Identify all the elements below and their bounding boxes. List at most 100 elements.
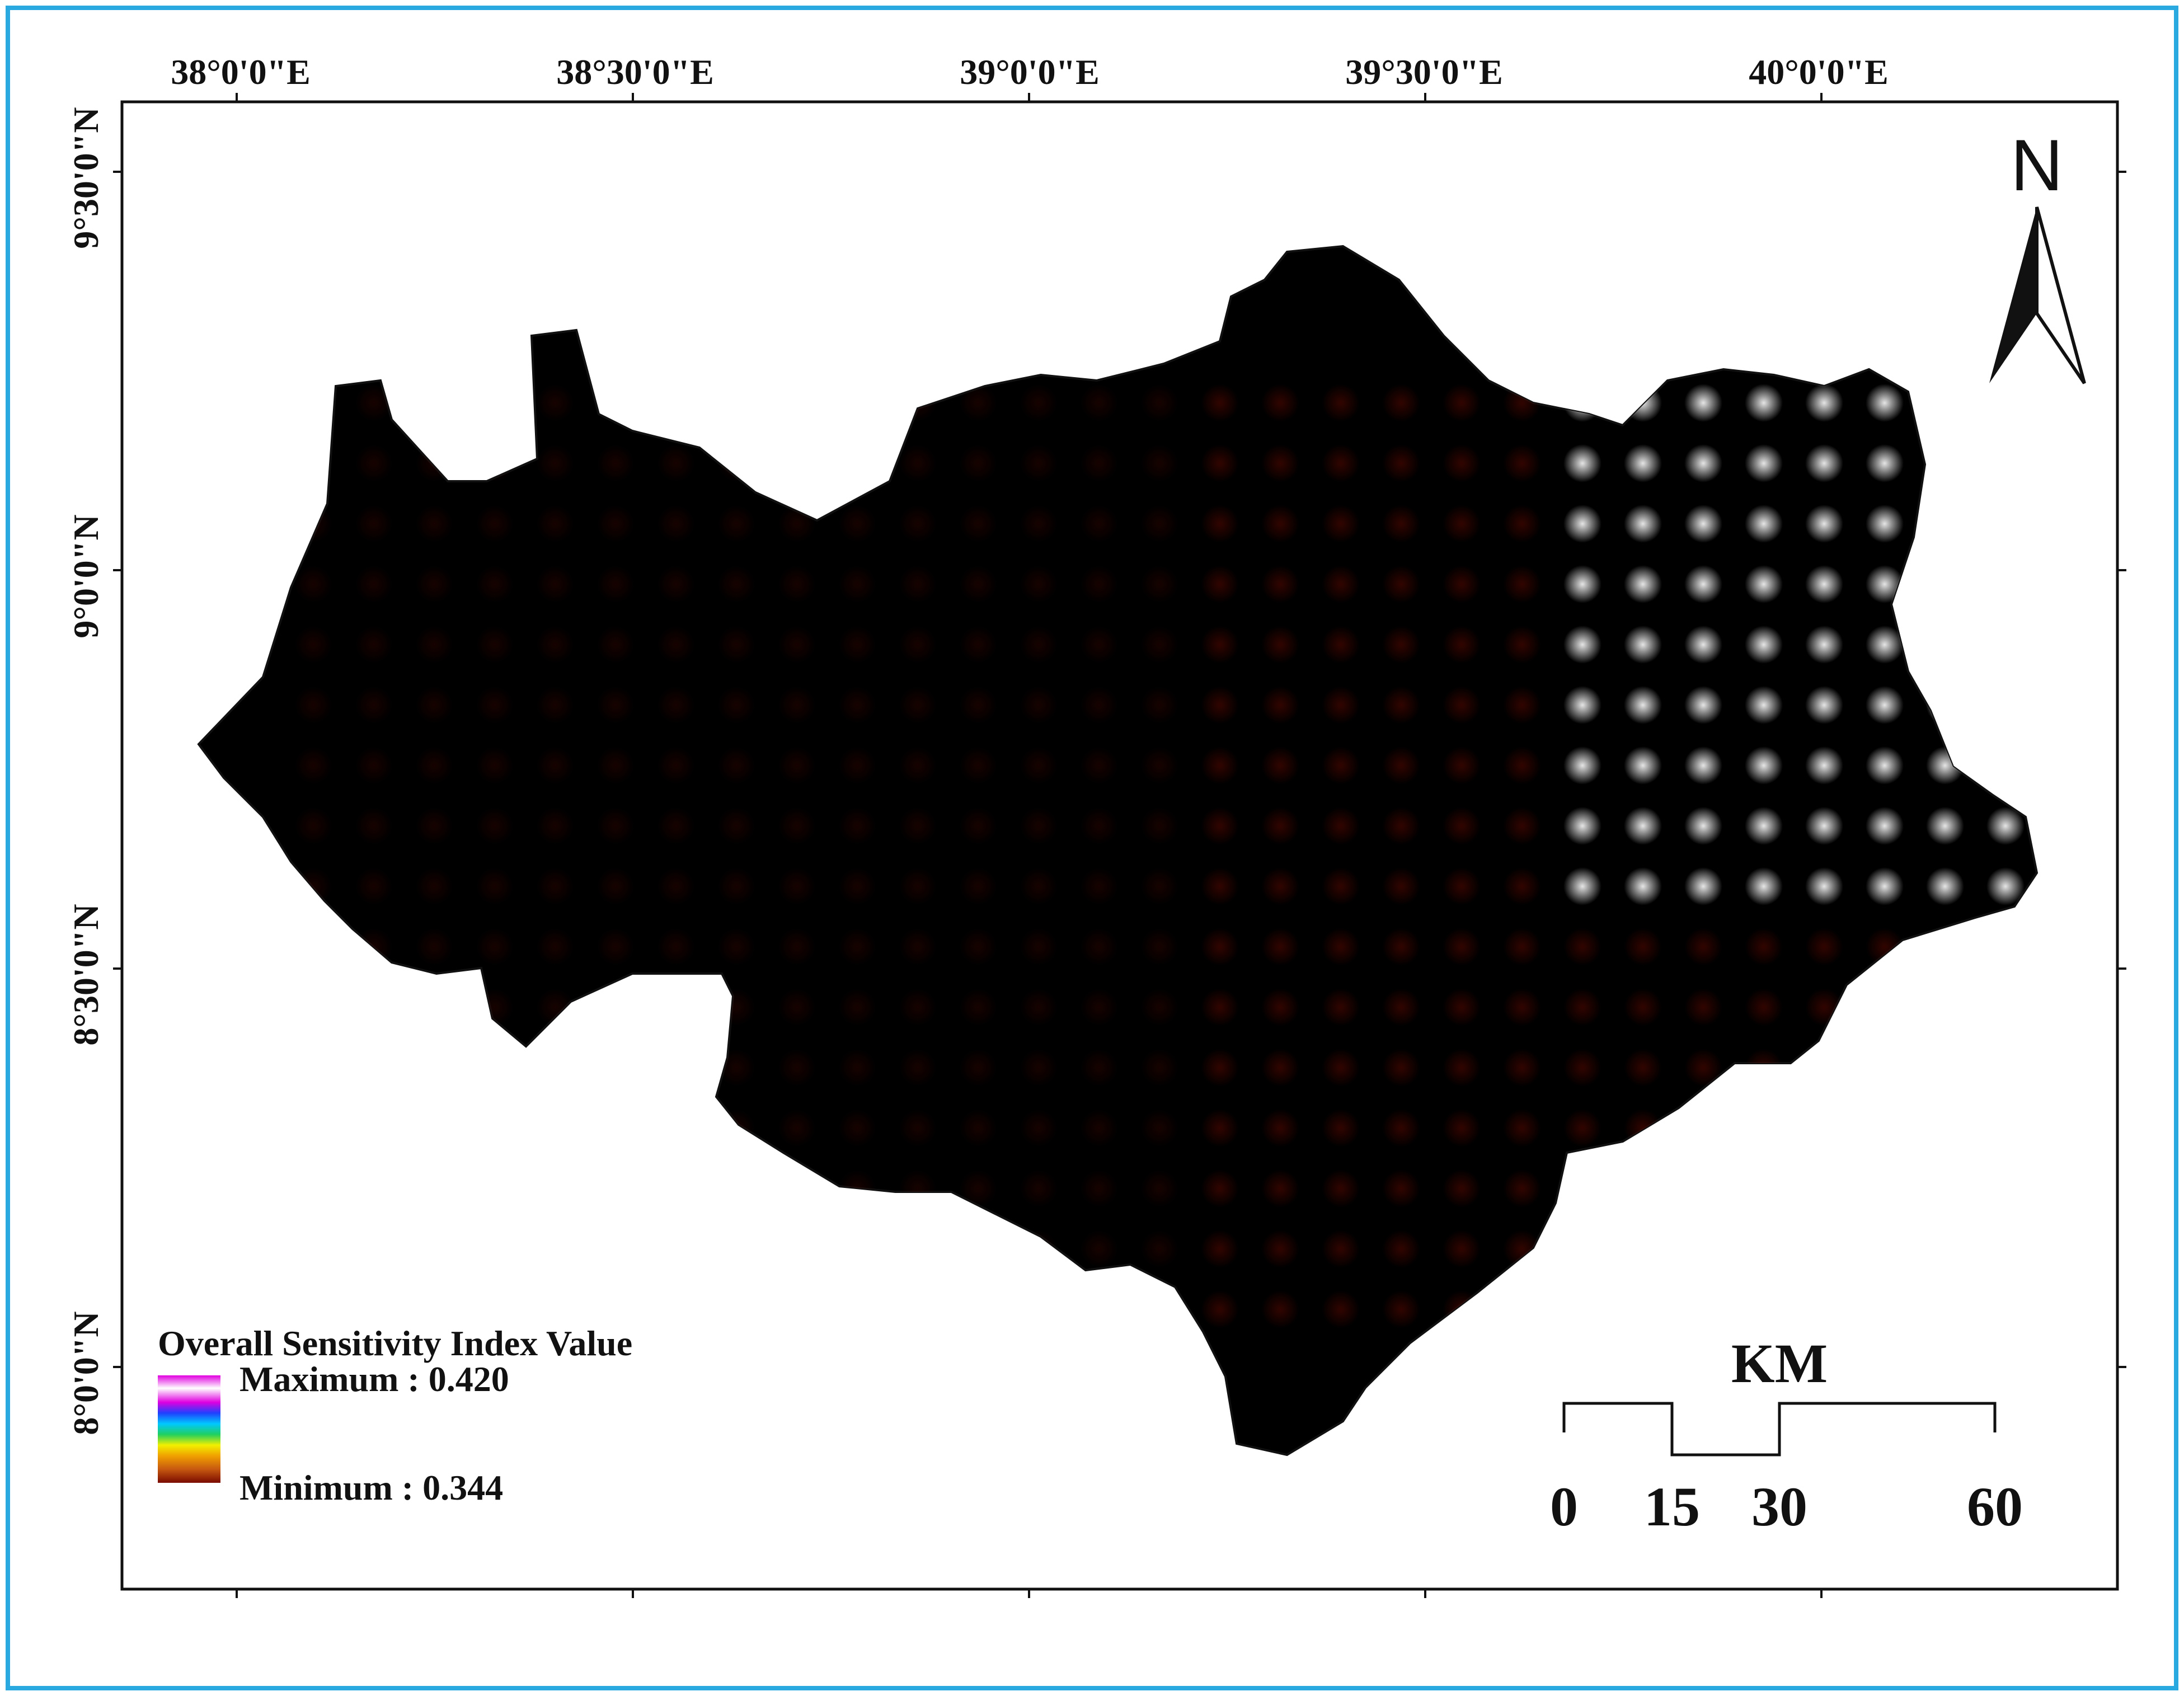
sample-point [294,686,332,724]
sample-point [778,1049,816,1087]
sample-point [1684,505,1722,543]
axis-ticks [113,93,2126,1598]
sample-point [959,686,997,724]
sample-point [1745,807,1783,845]
sample-point [899,505,937,543]
sample-point [1866,384,1904,422]
sample-point [959,626,997,664]
sample-point [717,807,755,845]
sample-point [1080,1169,1118,1208]
sample-point [1866,807,1904,845]
sample-point [1020,626,1058,664]
sample-point [1443,686,1481,724]
sample-point [959,505,997,543]
sample-point [1866,746,1904,784]
sample-point [1322,505,1360,543]
sample-point [1201,1049,1239,1087]
sample-point [415,626,453,664]
sample-point [1624,626,1662,664]
x-tick-label: 38°30'0"E [556,52,714,92]
sample-point [1563,1049,1601,1087]
sample-point [536,444,574,482]
sample-point [1382,928,1420,966]
sample-point [1201,1169,1239,1208]
x-tick-label: 40°0'0"E [1749,52,1889,92]
sample-point [1261,1049,1299,1087]
sample-point [1563,807,1601,845]
sample-point [1140,444,1178,482]
sample-point [1503,1049,1541,1087]
sample-point [1322,444,1360,482]
y-tick-label: 9°0'0"N [66,514,106,638]
sample-point [1261,565,1299,603]
sample-point [1684,444,1722,482]
sample-point [1624,867,1662,905]
sample-point [1563,988,1601,1026]
sample-point [1020,505,1058,543]
y-tick-label: 8°0'0"N [66,1311,106,1435]
sample-point [415,867,453,905]
sample-point [1080,928,1118,966]
sample-point [1201,505,1239,543]
sample-point [1866,565,1904,603]
sample-point [1745,384,1783,422]
sample-point [657,626,695,664]
y-tick-label: 8°30'0"N [66,904,106,1045]
x-tick-label: 39°0'0"E [960,52,1100,92]
sample-point [959,988,997,1026]
sample-point [355,686,393,724]
y-tick-label: 9°30'0"N [66,107,106,248]
sample-point [1080,444,1118,482]
sample-point [536,565,574,603]
sample-point [1684,746,1722,784]
sample-point [1684,686,1722,724]
sample-point [1503,505,1541,543]
sample-point [1201,686,1239,724]
sample-point [657,505,695,543]
scale-label: 15 [1644,1476,1700,1538]
sample-point [1140,626,1178,664]
sample-point [476,686,514,724]
sample-point [657,444,695,482]
sample-point [415,565,453,603]
sample-point [1805,686,1843,724]
sample-point [1261,746,1299,784]
sample-point [778,988,816,1026]
sample-point [1624,988,1662,1026]
sample-point [1503,807,1541,845]
sample-point [597,746,635,784]
sample-point [1684,565,1722,603]
sample-point [1020,1049,1058,1087]
sample-point [959,807,997,845]
sample-point [1080,1049,1118,1087]
sample-point [1684,384,1722,422]
sample-point [1684,988,1722,1026]
sample-point [1805,626,1843,664]
sample-point [1624,686,1662,724]
sample-point [1322,1049,1360,1087]
sample-point [1443,444,1481,482]
sample-point [1926,867,1964,905]
sample-point [717,686,755,724]
sample-point [1140,928,1178,966]
sample-point [1382,565,1420,603]
sample-point [1140,565,1178,603]
x-tick-label: 39°30'0"E [1345,52,1503,92]
sample-point [899,807,937,845]
sample-point [1443,807,1481,845]
sample-point [1080,565,1118,603]
sample-point [657,807,695,845]
sample-point [1443,1109,1481,1147]
sample-point [1322,686,1360,724]
sample-point [1684,626,1722,664]
sample-point [1322,1290,1360,1328]
sample-point [1020,1169,1058,1208]
sample-point [1624,928,1662,966]
sample-point [1261,444,1299,482]
sample-point [838,626,876,664]
sample-point [959,1049,997,1087]
sample-point [1020,867,1058,905]
sample-point [959,1109,997,1147]
sample-point [1080,626,1118,664]
